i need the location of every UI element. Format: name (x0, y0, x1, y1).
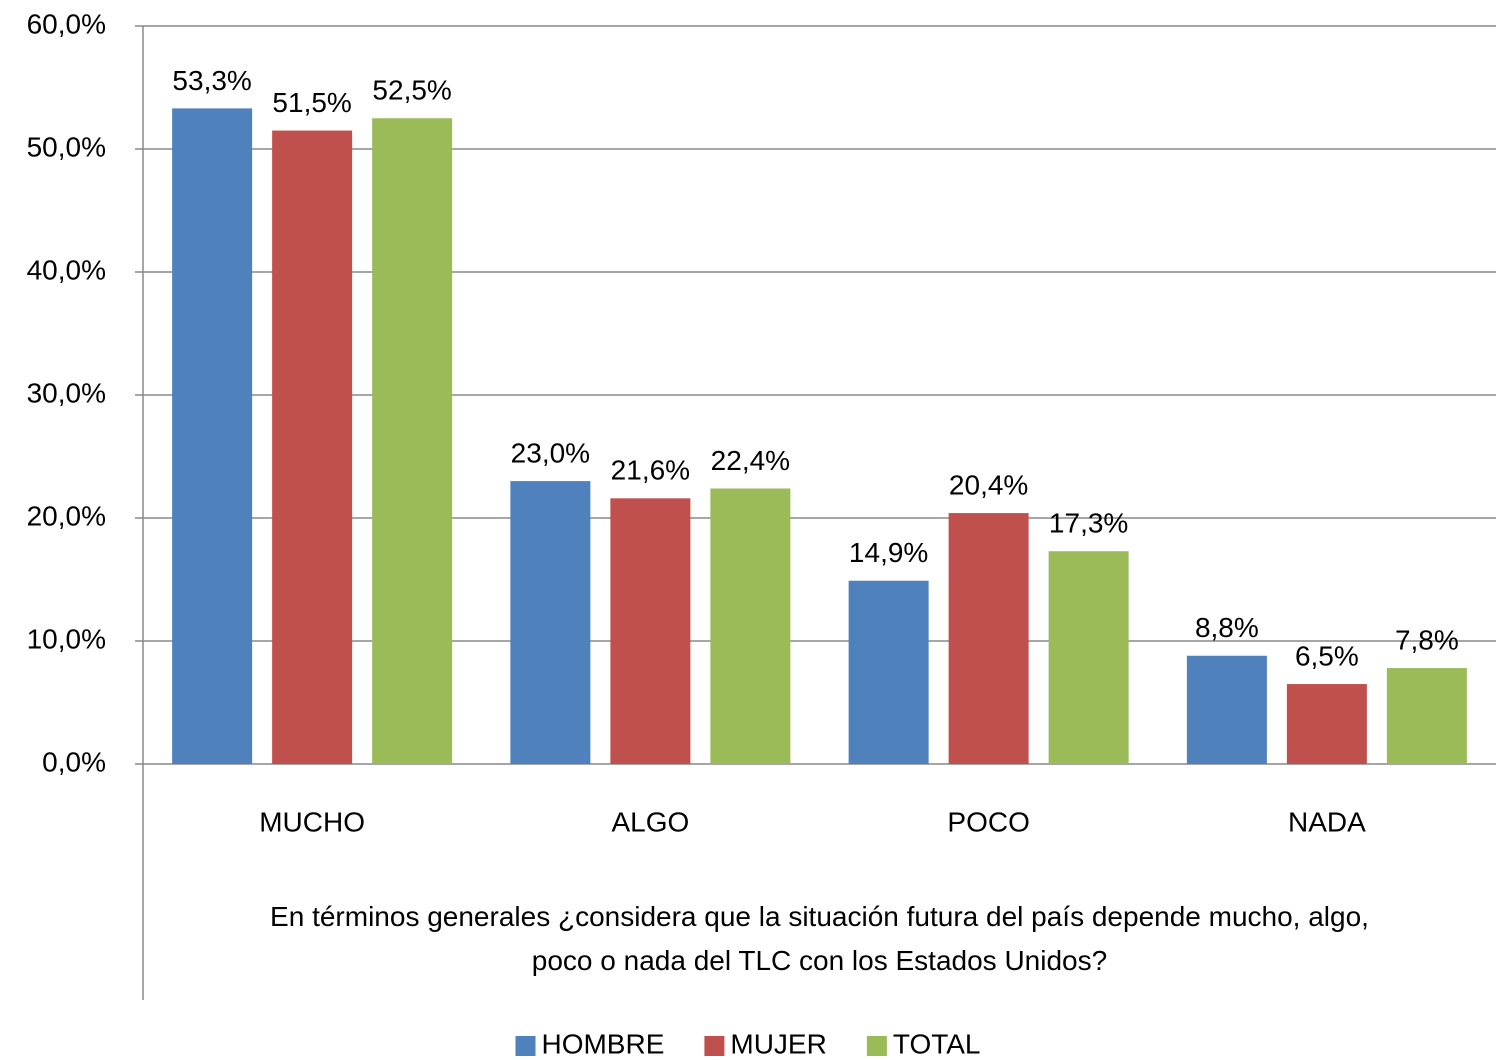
legend-label: HOMBRE (541, 1028, 664, 1059)
data-label: 53,3% (172, 65, 251, 96)
x-tick-label: ALGO (611, 806, 689, 837)
bar (710, 488, 791, 764)
x-axis-label: En términos generales ¿considera que la … (143, 895, 1496, 983)
bar (1048, 551, 1129, 764)
x-axis-label-text: En términos generales ¿considera que la … (270, 901, 1369, 976)
y-tick-label: 60,0% (27, 8, 106, 39)
data-label: 21,6% (611, 455, 690, 486)
data-label: 14,9% (849, 537, 928, 568)
data-label: 6,5% (1295, 640, 1359, 671)
x-tick-label: NADA (1288, 806, 1366, 837)
data-label: 51,5% (272, 87, 351, 118)
x-tick-label: POCO (947, 806, 1029, 837)
bar (1186, 655, 1267, 764)
data-label: 17,3% (1049, 508, 1128, 539)
y-tick-label: 20,0% (27, 500, 106, 531)
legend-label: TOTAL (893, 1028, 981, 1059)
y-tick-label: 40,0% (27, 254, 106, 285)
data-label: 23,0% (511, 437, 590, 468)
data-label: 8,8% (1195, 612, 1259, 643)
bar (372, 118, 453, 764)
bar (172, 108, 253, 764)
bar (848, 580, 929, 764)
bar (1286, 684, 1367, 764)
y-tick-label: 0,0% (42, 746, 106, 777)
legend-swatch (704, 1036, 725, 1056)
data-label: 20,4% (949, 469, 1028, 500)
y-tick-label: 50,0% (27, 131, 106, 162)
legend-swatch (515, 1036, 536, 1056)
bar (272, 130, 353, 765)
y-tick-label: 10,0% (27, 623, 106, 654)
bar (510, 481, 591, 764)
y-tick-label: 30,0% (27, 377, 106, 408)
legend-swatch (866, 1036, 887, 1056)
bar (948, 513, 1029, 764)
data-label: 22,4% (711, 445, 790, 476)
bar (1386, 668, 1467, 764)
x-tick-label: MUCHO (259, 806, 365, 837)
data-label: 52,5% (372, 75, 451, 106)
data-label: 7,8% (1395, 624, 1459, 655)
legend-label: MUJER (730, 1028, 826, 1059)
bar (610, 498, 691, 764)
